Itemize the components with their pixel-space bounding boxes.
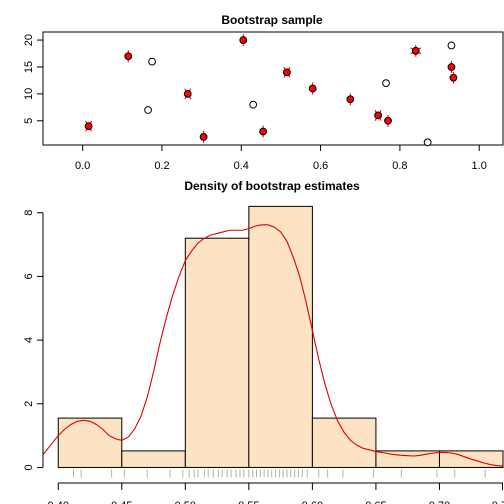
scatter-x-tick-label: 0.6	[313, 160, 328, 172]
selected-point-marker	[239, 36, 248, 44]
scatter-point	[346, 93, 355, 106]
histogram-x-tick-label: 0.70	[429, 500, 450, 504]
histogram-x-tick-label: 0.45	[111, 500, 132, 504]
histogram-x-tick-label: 0.65	[365, 500, 386, 504]
scatter-x-tick-label: 0.0	[75, 160, 90, 172]
scatter-x-tick-label: 0.4	[234, 160, 249, 172]
histogram-bars	[57, 205, 504, 468]
scatter-y-tick-label: 10	[23, 88, 35, 100]
scatter-point	[308, 82, 317, 95]
scatter-x-tick-label: 0.2	[154, 160, 169, 172]
scatter-x-axis: 0.0 0.2 0.4 0.6 0.8 1.0	[75, 144, 487, 172]
histogram-x-tick-label: 0.40	[48, 500, 69, 504]
scatter-point	[148, 57, 156, 66]
scatter-x-tick-label: 0.8	[392, 160, 407, 172]
scatter-point	[423, 138, 432, 147]
scatter-plot-frame	[42, 31, 504, 146]
density-curve	[42, 224, 504, 467]
selected-point-marker	[199, 133, 208, 141]
histogram-bar	[57, 417, 123, 468]
scatter-point	[84, 120, 93, 132]
scatter-point	[447, 41, 456, 50]
selected-point-marker	[374, 111, 382, 120]
scatter-y-tick-label: 5	[23, 118, 35, 124]
selected-point-marker	[447, 63, 456, 71]
scatter-point	[382, 79, 390, 88]
scatter-x-tick-label: 1.0	[472, 160, 487, 172]
scatter-point	[384, 114, 392, 127]
scatter-point	[282, 66, 291, 78]
selected-point-marker	[282, 68, 291, 77]
unselected-point-marker	[447, 41, 456, 50]
histogram-x-axis: 0.40 0.45 0.50 0.55 0.60 0.65 0.70 0.75	[48, 482, 504, 504]
scatter-point	[449, 71, 458, 84]
histogram-y-tick-label: 8	[23, 210, 35, 216]
selected-point-marker	[308, 84, 317, 93]
histogram-bar	[248, 205, 313, 468]
histogram-y-tick-label: 6	[23, 273, 35, 279]
unselected-point-marker	[249, 100, 258, 109]
scatter-point	[447, 60, 456, 73]
histogram-y-tick-label: 0	[23, 464, 35, 470]
histogram-y-tick-label: 2	[23, 401, 35, 407]
selected-point-marker	[84, 122, 93, 131]
histogram-title: Density of bootstrap estimates	[184, 179, 360, 193]
scatter-y-tick-label: 15	[23, 61, 35, 73]
unselected-point-marker	[144, 106, 152, 114]
selected-point-marker	[411, 46, 420, 55]
unselected-point-marker	[382, 79, 390, 88]
scatter-point	[144, 106, 152, 114]
unselected-point-marker	[148, 57, 156, 66]
histogram-panel: Density of bootstrap estimates 0.400.450…	[23, 179, 504, 504]
scatter-point	[239, 34, 248, 47]
unselected-point-marker	[423, 138, 432, 147]
selected-point-marker	[259, 127, 267, 136]
selected-point-marker	[449, 73, 458, 82]
histogram-x-tick-label: 0.60	[302, 500, 323, 504]
scatter-y-tick-label: 20	[23, 34, 35, 46]
scatter-point	[199, 130, 208, 143]
selected-point-marker	[346, 95, 355, 104]
histogram-bar	[121, 450, 186, 468]
scatter-panel: Bootstrap sample 0.0 0.2 0.4 0.6 0.8 1.0 5 10 1…	[23, 13, 504, 172]
scatter-point	[374, 109, 382, 121]
histogram-bar	[311, 417, 377, 468]
scatter-point	[183, 88, 192, 100]
scatter-points	[84, 34, 458, 147]
histogram-bar	[184, 237, 250, 468]
selected-point-marker	[384, 116, 392, 125]
histogram-y-tick-label: 4	[23, 337, 35, 343]
scatter-title: Bootstrap sample	[221, 13, 323, 27]
density-curve-group	[42, 224, 504, 467]
histogram-y-axis: 0 2 4 6 8	[23, 210, 44, 471]
scatter-point	[249, 100, 258, 109]
scatter-point	[410, 44, 422, 57]
selected-point-marker	[183, 89, 192, 98]
histogram-x-tick-label: 0.50	[175, 500, 196, 504]
histogram-x-tick-label: 0.75	[492, 500, 504, 504]
rug-marks	[72, 469, 486, 478]
selected-point-marker	[124, 52, 133, 61]
scatter-point	[259, 125, 267, 138]
scatter-point	[124, 50, 133, 63]
histogram-x-tick-label: 0.55	[238, 500, 259, 504]
scatter-y-axis: 5 10 15 20	[23, 34, 44, 124]
